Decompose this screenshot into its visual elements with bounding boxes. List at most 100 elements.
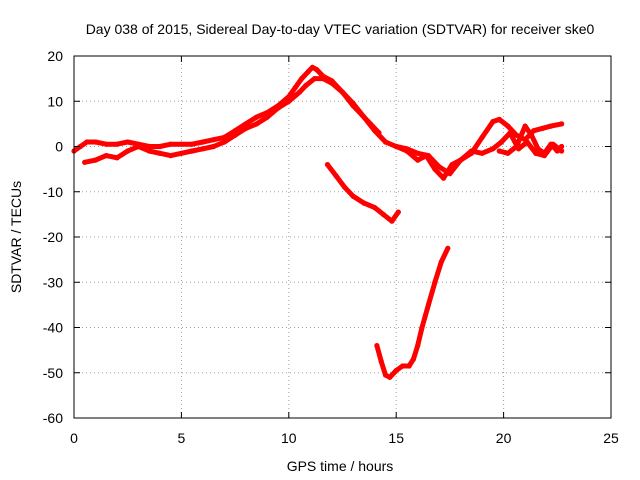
data-point — [254, 121, 260, 127]
data-point — [292, 85, 298, 91]
data-point — [490, 146, 496, 152]
data-point — [303, 82, 309, 88]
y-tick-label: 0 — [55, 139, 63, 155]
data-point — [372, 205, 378, 211]
data-point — [415, 157, 421, 163]
data-point — [350, 193, 356, 199]
data-point — [305, 69, 311, 75]
data-point — [400, 363, 406, 369]
data-point — [103, 141, 109, 147]
data-point — [404, 148, 410, 154]
data-point — [367, 121, 373, 127]
data-point — [496, 116, 502, 122]
data-point — [146, 148, 152, 154]
data-point — [541, 150, 548, 156]
data-point — [382, 372, 389, 378]
data-point — [432, 166, 438, 172]
series-loop-trace — [496, 123, 565, 156]
data-point — [548, 141, 554, 147]
y-tick-label: -40 — [43, 320, 63, 336]
data-point — [387, 374, 393, 380]
data-point — [559, 121, 565, 127]
data-point — [479, 134, 485, 140]
data-point — [507, 130, 513, 136]
data-point — [82, 159, 88, 165]
data-point — [157, 143, 163, 150]
data-point — [389, 218, 395, 224]
chart-title: Day 038 of 2015, Sidereal Day-to-day VTE… — [86, 21, 595, 37]
data-point — [114, 141, 120, 147]
data-point — [539, 125, 545, 131]
data-point — [393, 143, 399, 150]
x-tick-label: 20 — [496, 430, 512, 446]
data-point — [425, 302, 431, 308]
y-tick-label: -10 — [43, 184, 63, 200]
data-point — [189, 141, 195, 147]
x-tick-label: 5 — [178, 430, 186, 446]
x-tick-label: 25 — [603, 430, 619, 446]
data-point — [378, 358, 384, 364]
data-point — [296, 89, 303, 95]
data-point — [200, 139, 206, 145]
data-point — [449, 162, 455, 168]
data-point — [125, 148, 131, 154]
data-point — [505, 123, 511, 129]
data-point — [376, 130, 382, 136]
data-point — [221, 139, 227, 145]
data-point — [178, 150, 184, 156]
data-point — [333, 173, 339, 179]
ticks: 0 5 10 15 20 25 -60 -50 -40 -30 -20 -10 0 10 20 — [43, 48, 619, 446]
data-point — [423, 153, 429, 159]
data-point — [92, 139, 99, 145]
data-point — [380, 211, 386, 217]
data-point — [339, 89, 346, 95]
data-point — [350, 103, 356, 109]
data-point — [200, 146, 206, 152]
y-tick-label: -60 — [43, 410, 63, 426]
data-point — [410, 356, 416, 362]
data-point — [312, 76, 318, 82]
data-point — [178, 141, 184, 147]
data-point — [320, 76, 326, 82]
data-point — [490, 119, 496, 125]
data-point — [415, 150, 421, 156]
data-point — [103, 153, 109, 159]
data-point — [528, 132, 535, 138]
data-point — [415, 343, 421, 349]
data-point — [513, 143, 520, 150]
data-point — [299, 76, 305, 82]
y-tick-label: 10 — [47, 93, 63, 109]
data-point — [84, 139, 90, 145]
data-point — [189, 148, 195, 154]
data-point — [168, 141, 174, 147]
data-point — [436, 164, 442, 170]
data-point — [232, 132, 238, 138]
data-point — [548, 123, 554, 129]
data-point — [522, 123, 528, 129]
data-point — [374, 343, 380, 349]
x-axis-title: GPS time / hours — [287, 458, 394, 474]
data-point — [524, 139, 530, 145]
data-point — [496, 148, 502, 154]
data-point — [135, 143, 141, 150]
data-point — [125, 139, 131, 145]
data-point — [445, 245, 451, 251]
data-point — [314, 67, 320, 73]
data-point — [264, 114, 270, 120]
data-point — [440, 175, 447, 181]
data-point — [92, 157, 99, 163]
y-axis-title: SDTVAR / TECUs — [8, 181, 24, 293]
data-point — [406, 363, 412, 369]
data-point — [498, 139, 505, 145]
data-point — [157, 150, 163, 156]
data-point — [275, 105, 281, 111]
data-point — [324, 162, 331, 168]
data-point — [505, 150, 511, 156]
grid — [74, 56, 611, 418]
data-point — [468, 148, 474, 154]
data-point — [393, 367, 399, 374]
y-tick-label: -50 — [43, 365, 63, 381]
data-point — [286, 98, 292, 104]
data-point — [458, 157, 464, 163]
